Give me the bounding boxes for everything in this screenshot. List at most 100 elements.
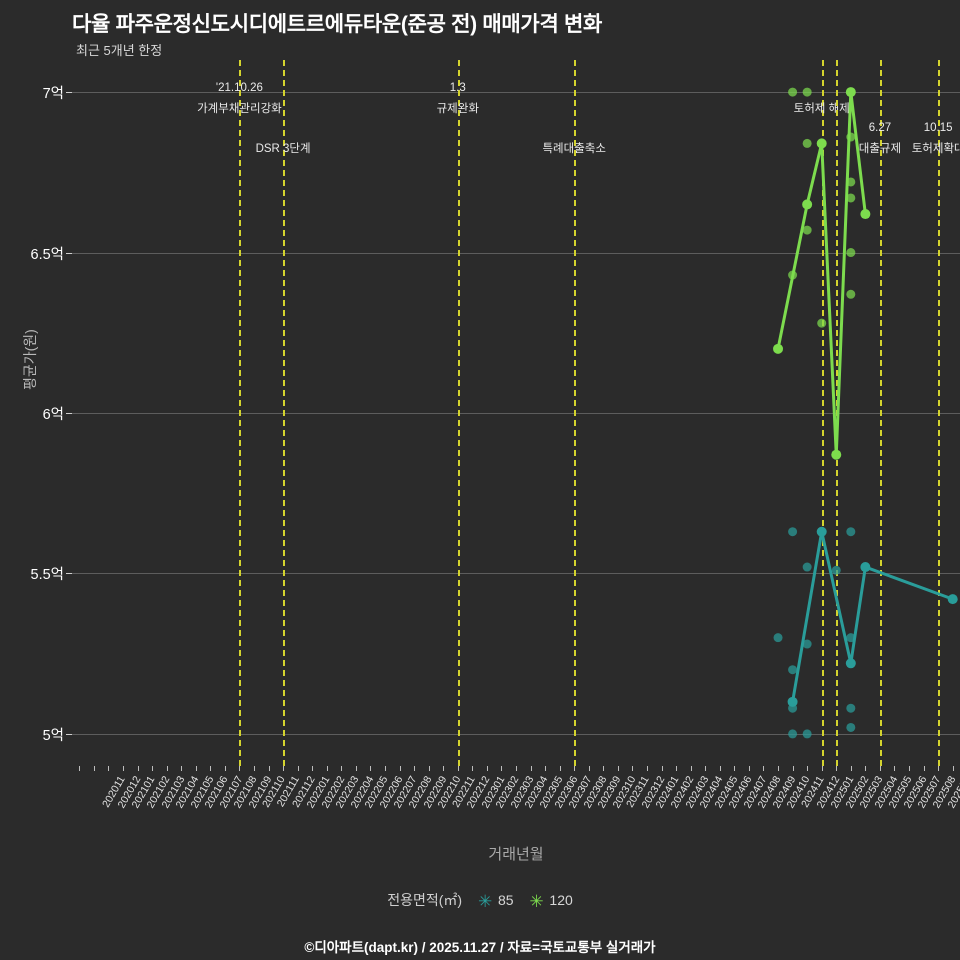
legend-title: 전용면적(㎡)	[387, 892, 463, 908]
scatter-point-120	[846, 289, 856, 299]
x-tick-mark	[836, 766, 838, 771]
x-tick-mark	[545, 766, 547, 771]
scatter-point-120	[773, 344, 783, 354]
gridline	[72, 252, 960, 254]
annotation-name-label: 특례대출축소	[542, 143, 606, 155]
gridline	[72, 733, 960, 735]
x-tick-mark	[472, 766, 474, 771]
x-tick-mark	[268, 766, 270, 771]
scatter-point-85	[846, 633, 856, 643]
x-tick-mark	[443, 766, 445, 771]
x-tick-mark	[137, 766, 139, 771]
x-tick-mark	[341, 766, 343, 771]
y-tick-label: 6억	[42, 407, 64, 423]
annotation-name-label: 토허제 해제	[793, 103, 850, 115]
scatter-point-85	[788, 527, 798, 537]
scatter-point-120	[846, 248, 856, 258]
scatter-point-120	[788, 270, 798, 280]
x-tick-mark	[457, 766, 459, 771]
series-line-marker-85	[845, 658, 856, 669]
legend-item-120[interactable]: ✳ 120	[528, 892, 573, 911]
scatter-point-85	[802, 729, 812, 739]
scatter-point-85	[846, 703, 856, 713]
legend-marker-icon: ✳	[477, 892, 493, 911]
annotation-date-label: 1.3	[449, 82, 466, 94]
scatter-point-120	[831, 450, 841, 460]
x-tick-mark	[312, 766, 314, 771]
x-tick-mark	[108, 766, 110, 771]
scatter-point-120	[817, 138, 827, 148]
x-tick-mark	[705, 766, 707, 771]
annotation-date-label: 10.15	[923, 122, 953, 134]
page-subtitle: 최근 5개년 한정	[76, 43, 163, 58]
x-tick-mark	[617, 766, 619, 771]
series-line-marker-120	[802, 199, 813, 210]
x-tick-mark	[428, 766, 430, 771]
plot-area: 7억 6.5억 6억 5.5억 5억 평균가(원) '21.10.26 가계부채관리강화 D…	[22, 60, 960, 810]
scatter-point-85	[788, 729, 798, 739]
x-tick-mark	[253, 766, 255, 771]
x-tick-mark	[821, 766, 823, 771]
annotation-line	[938, 60, 941, 766]
x-tick-mark	[909, 766, 911, 771]
scatter-point-85	[948, 594, 958, 604]
x-tick-mark	[501, 766, 503, 771]
x-tick-mark	[414, 766, 416, 771]
y-tick-label: 6.5억	[30, 246, 65, 263]
x-tick-mark	[283, 766, 285, 771]
scatter-point-85	[802, 562, 812, 572]
y-tick-mark	[66, 92, 72, 94]
scatter-point-85	[788, 703, 798, 713]
x-tick-mark	[152, 766, 154, 771]
x-tick-mark	[923, 766, 925, 771]
y-tick-label: 5억	[42, 727, 64, 744]
x-tick-mark	[326, 766, 328, 771]
legend-label: 120	[545, 892, 573, 908]
scatter-point-120	[817, 318, 827, 328]
x-tick-mark	[807, 766, 809, 771]
x-tick-mark	[748, 766, 750, 771]
gridline	[72, 413, 960, 414]
scatter-point-120	[802, 138, 812, 148]
annotation-line	[574, 60, 577, 766]
x-tick-mark	[181, 766, 183, 771]
x-tick-mark	[93, 766, 95, 771]
legend: 전용면적(㎡) ✳ 85 ✳ 120	[0, 890, 960, 912]
annotation-name-label: 규제완화	[436, 103, 479, 115]
scatter-point-85	[846, 722, 856, 732]
x-tick-mark	[574, 766, 576, 771]
y-tick-mark	[66, 573, 72, 575]
x-tick-mark	[690, 766, 692, 771]
y-tick-label: 7억	[42, 86, 64, 103]
annotation-line	[879, 60, 882, 766]
annotation-line	[239, 60, 242, 766]
scatter-point-85	[788, 665, 798, 675]
annotation-line	[821, 60, 824, 766]
series-line-120	[776, 90, 867, 457]
scatter-point-85	[802, 639, 812, 649]
y-tick-label: 5.5억	[30, 567, 65, 584]
x-tick-mark	[879, 766, 881, 771]
x-tick-mark	[588, 766, 590, 771]
x-tick-mark	[661, 766, 663, 771]
scatter-point-85	[773, 633, 783, 643]
scatter-point-120	[802, 87, 812, 97]
x-tick-mark	[224, 766, 226, 771]
x-tick-mark	[778, 766, 780, 771]
annotation-name-label: 대출규제	[858, 143, 902, 155]
x-tick-mark	[734, 766, 736, 771]
y-axis-title: 평균가(원)	[22, 329, 38, 390]
x-tick-mark	[384, 766, 386, 771]
x-tick-mark	[632, 766, 634, 771]
legend-marker-icon: ✳	[529, 892, 544, 911]
scatter-point-120	[788, 87, 798, 97]
x-tick-mark	[195, 766, 197, 771]
scatter-point-120	[846, 177, 856, 187]
gridline	[72, 573, 960, 575]
x-tick-mark	[516, 766, 517, 771]
legend-item-85[interactable]: ✳ 85	[476, 892, 514, 911]
x-tick-mark	[530, 766, 532, 771]
x-tick-mark	[952, 766, 954, 771]
gridline	[72, 92, 960, 94]
x-tick-mark	[210, 766, 212, 771]
